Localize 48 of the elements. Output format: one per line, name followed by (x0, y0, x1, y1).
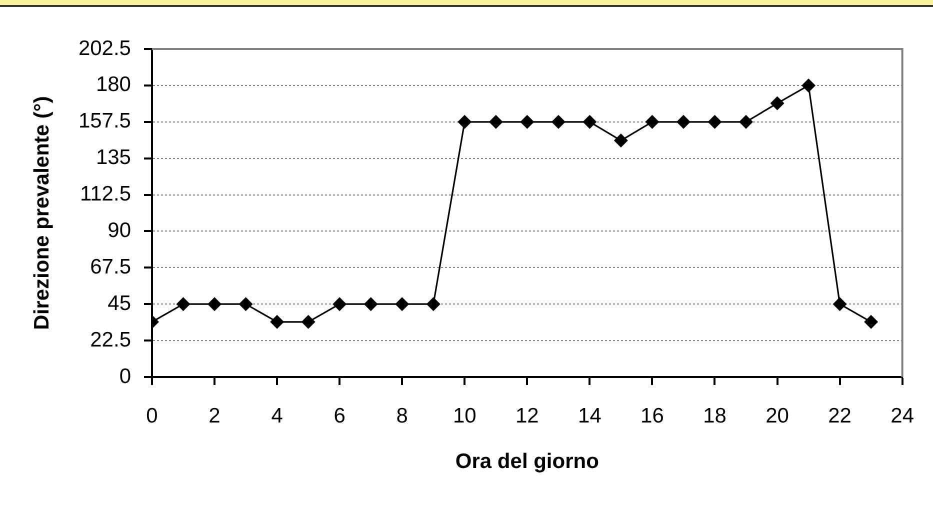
y-tick-label: 22.5 (90, 328, 131, 352)
point (395, 297, 410, 312)
x-tick-label: 22 (828, 404, 852, 428)
point (270, 314, 284, 329)
y-tick-label: 202.5 (78, 36, 131, 60)
point (582, 114, 597, 129)
point (551, 114, 566, 129)
x-tick-label: 8 (396, 404, 408, 428)
y-tick-label: 112.5 (80, 182, 131, 206)
point (802, 78, 816, 92)
point (301, 314, 316, 329)
point (614, 134, 628, 148)
point (488, 114, 503, 129)
point (770, 96, 784, 110)
y-tick-label: 180 (96, 73, 131, 96)
y-tick-label: 157.5 (78, 110, 131, 133)
point (708, 114, 722, 129)
x-tick-label: 6 (334, 404, 346, 428)
point (364, 297, 378, 312)
x-tick-label: 10 (452, 404, 476, 428)
point (864, 314, 878, 329)
x-tick-label: 4 (271, 404, 284, 428)
y-tick-label: 135 (96, 146, 131, 170)
x-tick-label: 12 (515, 404, 539, 428)
y-tick-label: 45 (108, 292, 131, 315)
point (520, 114, 534, 129)
point (426, 297, 440, 312)
y-tick-label: 67.5 (90, 255, 131, 278)
point (458, 114, 472, 129)
x-tick-label: 16 (640, 404, 664, 428)
x-tick-label: 18 (703, 404, 726, 428)
x-tick-label: 0 (146, 404, 158, 428)
point (832, 297, 847, 312)
point (676, 114, 690, 129)
x-axis-title: Ora del giorno (455, 450, 599, 474)
point (208, 297, 222, 312)
x-tick-label: 24 (890, 404, 914, 428)
x-tick-label: 14 (578, 404, 602, 428)
y-tick-label: 0 (119, 364, 131, 388)
point (332, 297, 347, 312)
x-tick-label: 2 (208, 404, 220, 428)
x-tick-label: 20 (766, 404, 789, 428)
y-tick-label: 90 (108, 219, 131, 242)
point (176, 297, 190, 312)
point (645, 114, 660, 129)
y-axis-title: Direzione prevalente (°) (30, 96, 54, 330)
point (739, 114, 754, 129)
point (238, 297, 253, 312)
